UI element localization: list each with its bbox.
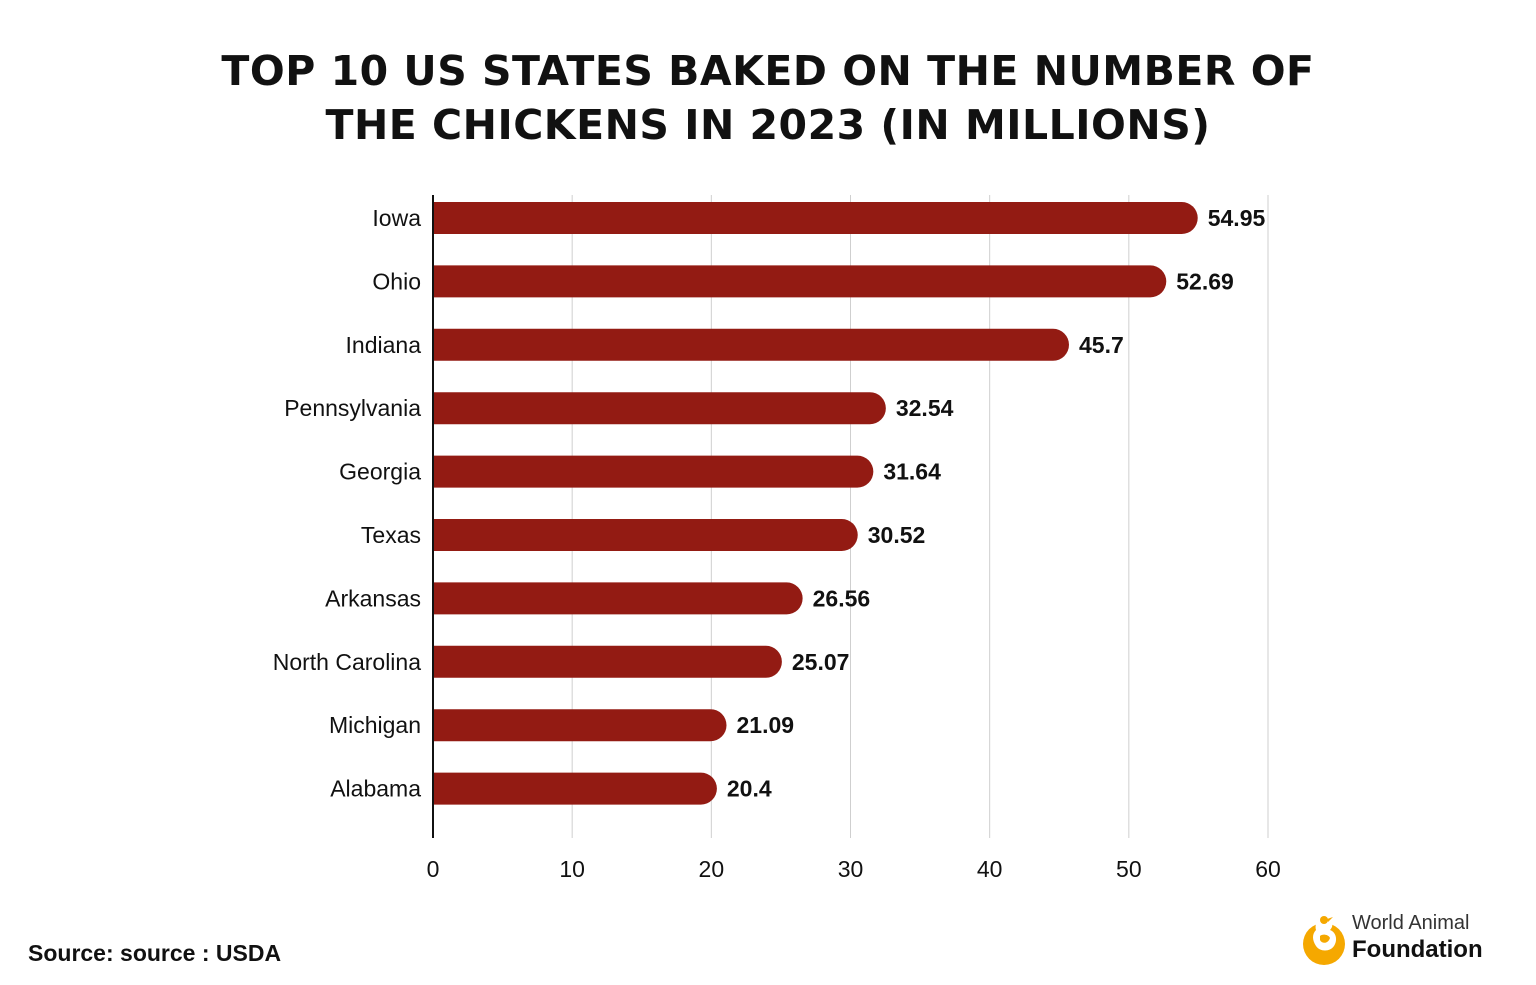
category-label: Arkansas bbox=[325, 585, 421, 611]
x-tick-label: 0 bbox=[427, 856, 440, 882]
bar-arkansas bbox=[433, 582, 803, 615]
value-label: 54.95 bbox=[1208, 205, 1266, 231]
chart-title: TOP 10 US STATES BAKED ON THE NUMBER OF … bbox=[0, 44, 1536, 152]
brand-logo: World Animal Foundation bbox=[1300, 906, 1500, 972]
bar-north-carolina bbox=[433, 645, 782, 678]
value-label: 25.07 bbox=[792, 649, 850, 675]
category-label: Texas bbox=[361, 522, 421, 548]
value-label: 26.56 bbox=[813, 585, 871, 611]
value-label: 31.64 bbox=[883, 459, 941, 485]
category-label: Iowa bbox=[372, 205, 421, 231]
brand-name-line-1: World Animal bbox=[1352, 912, 1470, 934]
bar-iowa bbox=[433, 202, 1198, 234]
value-label: 45.7 bbox=[1079, 332, 1124, 358]
bar-pennsylvania bbox=[433, 392, 886, 425]
category-label: Georgia bbox=[339, 459, 421, 485]
bar-alabama bbox=[433, 772, 717, 805]
value-label: 32.54 bbox=[896, 395, 954, 421]
x-tick-label: 60 bbox=[1255, 856, 1281, 882]
bar-indiana bbox=[433, 328, 1069, 361]
category-label: Michigan bbox=[329, 712, 421, 738]
x-tick-label: 20 bbox=[699, 856, 725, 882]
bar-texas bbox=[433, 519, 858, 551]
category-label: North Carolina bbox=[273, 649, 421, 675]
x-tick-label: 40 bbox=[977, 856, 1003, 882]
dog-bird-logo-icon bbox=[1303, 916, 1345, 965]
category-label: Pennsylvania bbox=[284, 395, 421, 421]
category-label: Ohio bbox=[372, 268, 421, 294]
value-label: 52.69 bbox=[1176, 268, 1234, 294]
bar-ohio bbox=[433, 265, 1167, 298]
x-tick-label: 10 bbox=[559, 856, 585, 882]
category-label: Alabama bbox=[330, 776, 421, 802]
x-tick-label: 50 bbox=[1116, 856, 1142, 882]
bar-georgia bbox=[433, 455, 874, 488]
chart-title-line-2: THE CHICKENS IN 2023 (IN MILLIONS) bbox=[325, 101, 1211, 149]
x-tick-label: 30 bbox=[838, 856, 864, 882]
chart-title-line-1: TOP 10 US STATES BAKED ON THE NUMBER OF bbox=[221, 47, 1315, 95]
value-label: 30.52 bbox=[868, 522, 926, 548]
category-label: Indiana bbox=[346, 332, 422, 358]
value-label: 20.4 bbox=[727, 776, 772, 802]
value-label: 21.09 bbox=[737, 712, 795, 738]
source-note: Source: source : USDA bbox=[28, 940, 282, 966]
bar-michigan bbox=[433, 709, 727, 742]
brand-name-line-2: Foundation bbox=[1352, 936, 1483, 963]
